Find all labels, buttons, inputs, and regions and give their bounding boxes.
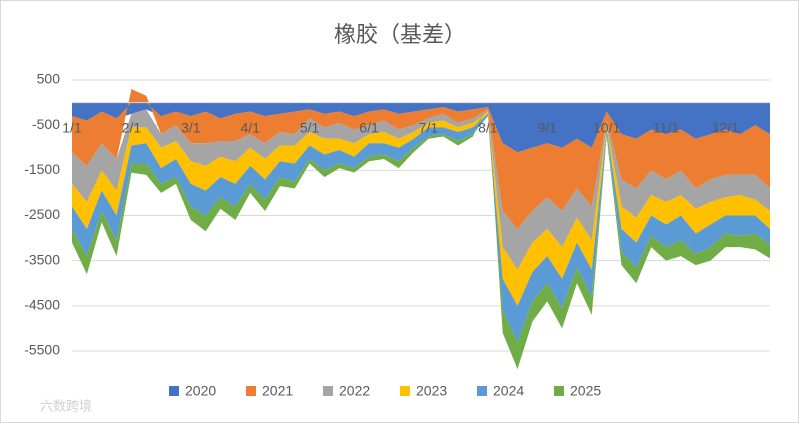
x-tick-label: 2/1	[122, 119, 142, 135]
x-tick-label: 5/1	[300, 119, 320, 135]
legend-swatch	[477, 386, 487, 396]
x-tick-label: 9/1	[537, 119, 557, 135]
area	[72, 102, 770, 153]
y-tick-label: -5500	[24, 342, 60, 358]
area	[72, 113, 770, 342]
x-tick-label: 12/1	[712, 119, 739, 135]
legend-swatch	[323, 386, 333, 396]
watermark: 六数跨境	[40, 398, 92, 413]
legend-label: 2022	[339, 383, 370, 399]
legend-label: 2024	[493, 383, 524, 399]
x-tick-label: 10/1	[593, 119, 620, 135]
legend-swatch	[246, 386, 256, 396]
y-tick-label: -1500	[24, 161, 60, 177]
x-tick-label: 3/1	[181, 119, 201, 135]
area	[72, 109, 770, 270]
legend-label: 2020	[185, 383, 216, 399]
x-tick-label: 7/1	[419, 119, 439, 135]
y-tick-label: -500	[32, 116, 60, 132]
y-tick-label: 500	[37, 71, 61, 87]
y-tick-label: -2500	[24, 206, 60, 222]
x-tick-label: 4/1	[240, 119, 260, 135]
legend-label: 2021	[262, 383, 293, 399]
x-tick-label: 11/1	[653, 119, 679, 135]
x-tick-label: 6/1	[359, 119, 379, 135]
x-tick-label: 1/1	[62, 119, 82, 135]
y-tick-label: -3500	[24, 251, 60, 267]
y-tick-label: -4500	[24, 297, 60, 313]
legend-label: 2023	[416, 383, 447, 399]
legend-swatch	[554, 386, 564, 396]
x-tick-label: 8/1	[478, 119, 498, 135]
legend-label: 2025	[570, 383, 601, 399]
area	[72, 89, 770, 230]
chart-title: 橡胶（基差）	[334, 22, 466, 47]
area	[72, 111, 770, 306]
legend-swatch	[169, 386, 179, 396]
legend-swatch	[400, 386, 410, 396]
